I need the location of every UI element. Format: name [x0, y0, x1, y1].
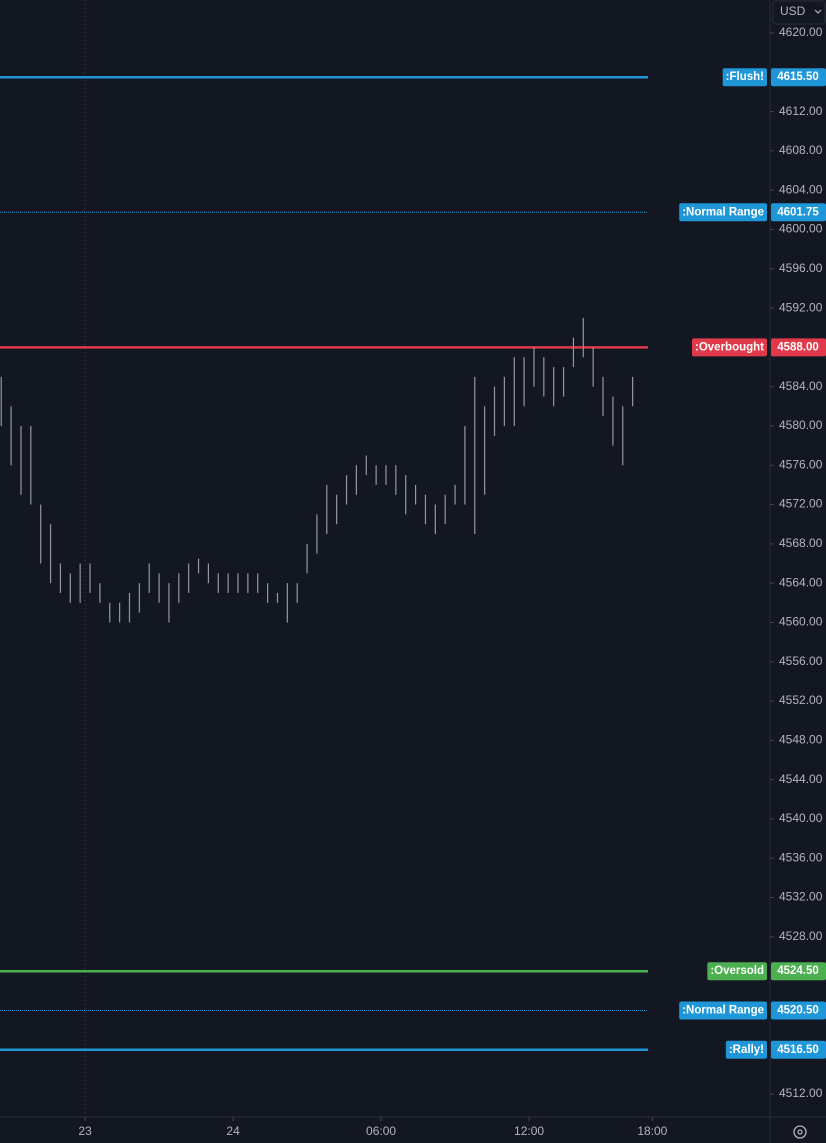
x-tick-label: 18:00	[637, 1124, 667, 1138]
y-tick-label: 4552.00	[779, 693, 823, 707]
price-label: 4516.50	[771, 1040, 826, 1059]
y-tick-label: 4600.00	[779, 222, 823, 236]
currency-box[interactable]	[772, 0, 826, 25]
price-label-box	[771, 203, 826, 222]
level-name: :Flush!	[722, 68, 767, 87]
price-label: 4524.50	[771, 962, 826, 981]
settings-button[interactable]	[793, 1125, 807, 1139]
level-name: :Oversold	[707, 962, 767, 981]
level-name-box	[692, 338, 767, 357]
level-name-box	[679, 1001, 767, 1020]
level-name-box	[679, 203, 767, 222]
x-tick-label: 06:00	[366, 1124, 396, 1138]
level-name: :Rally!	[725, 1040, 767, 1059]
y-tick-label: 4540.00	[779, 811, 823, 825]
level-name-text: :Rally!	[729, 1044, 764, 1056]
level-name-text: :Normal Range	[682, 206, 764, 218]
level-name-text: :Oversold	[710, 965, 764, 977]
price-label: 4588.00	[771, 338, 826, 357]
settings-icon[interactable]	[793, 1125, 807, 1139]
currency-button[interactable]: USD	[772, 0, 826, 25]
y-tick-label: 4548.00	[779, 733, 823, 747]
level-name: :Normal Range	[679, 203, 767, 222]
y-tick-label: 4572.00	[779, 497, 823, 511]
price-label-box	[771, 68, 826, 87]
price-label-box	[771, 1001, 826, 1020]
price-label-text: 4520.50	[777, 1005, 819, 1017]
y-tick-label: 4536.00	[779, 850, 823, 864]
price-label: 4615.50	[771, 68, 826, 87]
y-tick-label: 4564.00	[779, 575, 823, 589]
level-name-text: :Flush!	[726, 71, 764, 83]
y-tick-label: 4620.00	[779, 25, 823, 39]
y-tick-label: 4596.00	[779, 261, 823, 275]
y-tick-label: 4580.00	[779, 418, 823, 432]
price-label-text: 4588.00	[777, 341, 819, 353]
price-label-text: 4601.75	[777, 206, 819, 218]
price-label-text: 4615.50	[777, 71, 819, 83]
price-label-box	[771, 1040, 826, 1059]
y-tick-label: 4584.00	[779, 379, 823, 393]
y-tick-label: 4556.00	[779, 654, 823, 668]
level-name-box	[707, 962, 767, 981]
level-name: :Normal Range	[679, 1001, 767, 1020]
y-tick-label: 4532.00	[779, 890, 823, 904]
price-label: 4520.50	[771, 1001, 826, 1020]
y-tick-label: 4592.00	[779, 300, 823, 314]
currency-label[interactable]: USD	[780, 4, 806, 18]
y-tick-label: 4528.00	[779, 929, 823, 943]
price-label: 4601.75	[771, 203, 826, 222]
y-tick-label: 4512.00	[779, 1086, 823, 1100]
x-tick-label: 23	[78, 1124, 92, 1138]
y-tick-label: 4612.00	[779, 104, 823, 118]
price-label-text: 4516.50	[777, 1044, 819, 1056]
y-tick-label: 4568.00	[779, 536, 823, 550]
dropdown-arrow[interactable]	[814, 9, 822, 14]
level-name-text: :Normal Range	[682, 1005, 764, 1017]
price-label-box	[771, 962, 826, 981]
x-tick-label: 24	[226, 1124, 240, 1138]
x-tick-label: 12:00	[514, 1124, 544, 1138]
level-name-text: :Overbought	[695, 341, 764, 353]
settings-icon-center[interactable]	[797, 1129, 803, 1135]
y-tick-label: 4544.00	[779, 772, 823, 786]
y-tick-label: 4560.00	[779, 615, 823, 629]
y-tick-label: 4576.00	[779, 457, 823, 471]
level-name: :Overbought	[692, 338, 767, 357]
level-name-box	[722, 68, 767, 87]
level-name-box	[725, 1040, 767, 1059]
y-tick-label: 4604.00	[779, 182, 823, 196]
y-tick-label: 4608.00	[779, 143, 823, 157]
price-label-box	[771, 338, 826, 357]
price-label-text: 4524.50	[777, 965, 819, 977]
